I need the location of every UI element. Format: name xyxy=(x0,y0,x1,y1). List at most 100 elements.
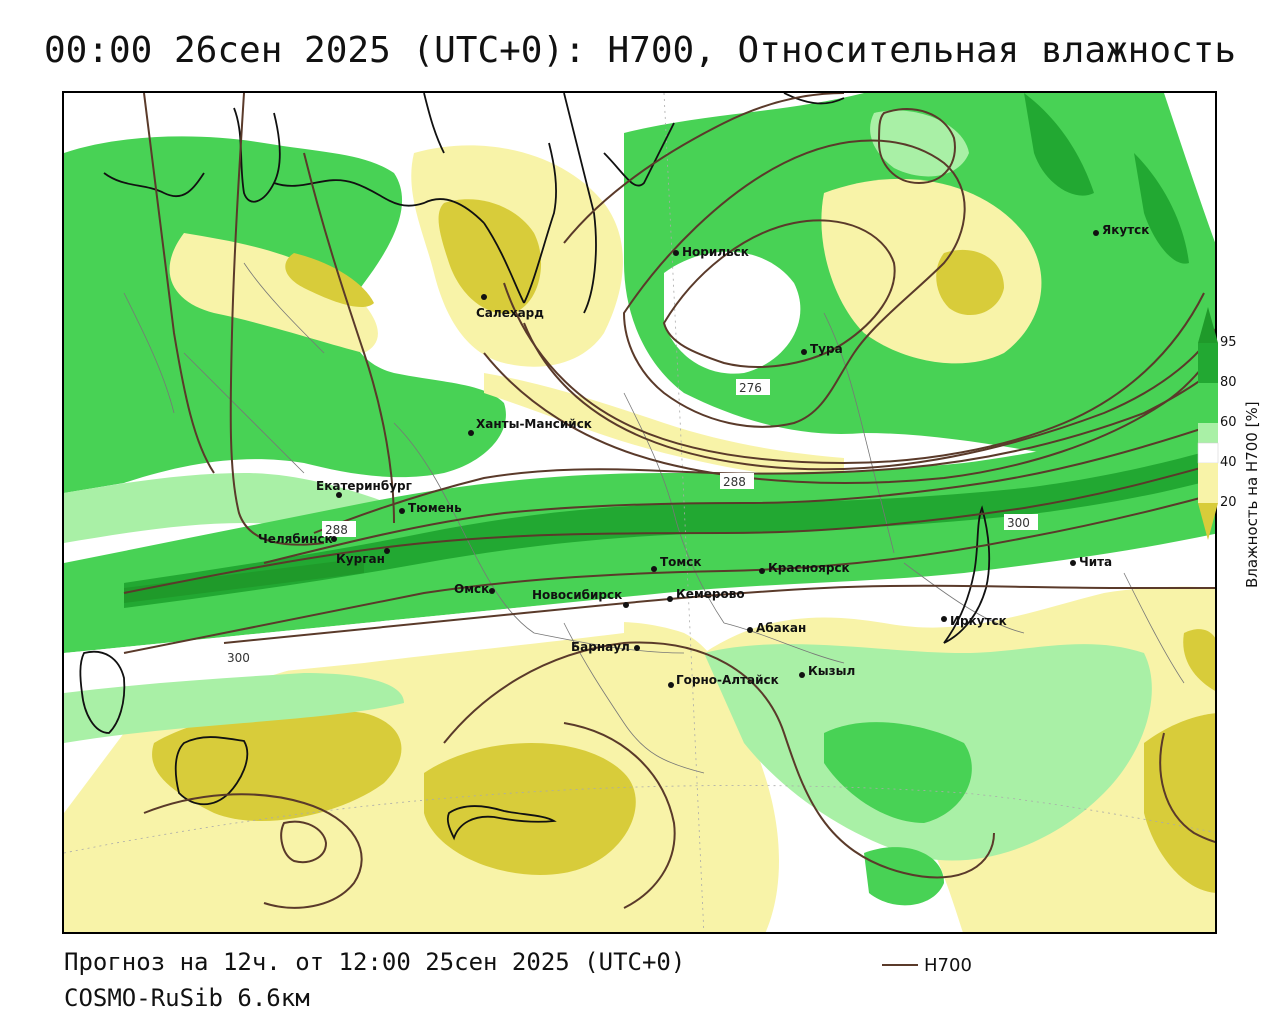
coastline xyxy=(103,172,205,198)
humidity-zone-high xyxy=(864,847,944,906)
legend-label: H700 xyxy=(924,954,972,976)
lake xyxy=(174,736,249,806)
city-label[interactable]: Ханты-Мансийск xyxy=(476,417,592,431)
city-label[interactable]: Горно-Алтайск xyxy=(676,673,779,687)
colorbar-top-arrow xyxy=(1198,307,1218,343)
region-border xyxy=(183,352,305,474)
city-label[interactable]: Красноярск xyxy=(768,561,850,575)
city-dot[interactable] xyxy=(336,492,342,498)
city-dot[interactable] xyxy=(634,645,640,651)
humidity-zone-mid xyxy=(870,110,969,177)
isohypse xyxy=(563,93,845,244)
isohypse xyxy=(143,793,363,909)
city-dot[interactable] xyxy=(747,627,753,633)
region-border xyxy=(243,262,325,354)
isohypse-label-box xyxy=(322,521,356,537)
isohypse-label-288: 288 xyxy=(325,523,348,537)
borders xyxy=(64,93,1215,932)
city-dot[interactable] xyxy=(1093,230,1099,236)
isohypse xyxy=(280,820,328,863)
humidity-zone-low xyxy=(821,178,1042,364)
legend-h700: H700 xyxy=(882,954,972,976)
city-dot[interactable] xyxy=(667,596,673,602)
city-label[interactable]: Норильск xyxy=(682,245,749,259)
isohypse-label-box xyxy=(736,379,770,395)
colorbar-band-80-95 xyxy=(1198,343,1218,383)
city-dot[interactable] xyxy=(1070,560,1076,566)
city-label[interactable]: Салехард xyxy=(476,306,544,320)
city-label[interactable]: Екатеринбург xyxy=(316,479,412,493)
isohypse-label-box xyxy=(720,473,754,489)
region-border xyxy=(533,632,685,654)
city-label[interactable]: Чита xyxy=(1079,555,1112,569)
region-border xyxy=(563,622,705,774)
humidity-zone-very-low xyxy=(936,249,1004,316)
isohypse xyxy=(1159,732,1215,843)
city-dot[interactable] xyxy=(331,536,337,542)
colorbar-bottom-arrow xyxy=(1198,503,1218,540)
humidity-zone-max xyxy=(1134,153,1189,264)
city-label[interactable]: Новосибирск xyxy=(532,588,622,602)
region-border xyxy=(393,422,535,634)
city-label[interactable]: Кызыл xyxy=(808,664,855,678)
city-dot[interactable] xyxy=(623,602,629,608)
coastline xyxy=(523,142,557,304)
region-border xyxy=(123,292,175,414)
city-dot[interactable] xyxy=(481,294,487,300)
map-title: 00:00 26сен 2025 (UTC+0): H700, Относите… xyxy=(43,30,1237,71)
city-dot[interactable] xyxy=(468,430,474,436)
city-label[interactable]: Якутск xyxy=(1102,223,1149,237)
city-dot[interactable] xyxy=(759,568,765,574)
isohypse-label-276: 276 xyxy=(739,381,762,395)
colorbar-band-20-40 xyxy=(1198,463,1218,503)
colorbar-tick-80: 80 xyxy=(1220,375,1237,390)
colorbar-tick-20: 20 xyxy=(1220,495,1237,510)
city-dot[interactable] xyxy=(801,349,807,355)
city-label[interactable]: Томск xyxy=(660,555,702,569)
h700-isohypses xyxy=(123,93,1215,909)
coastline xyxy=(603,122,675,187)
humidity-zone-very-low xyxy=(285,253,374,308)
city-label[interactable]: Тюмень xyxy=(408,501,462,515)
city-label[interactable]: Тура xyxy=(810,342,843,356)
humidity-zone-high xyxy=(824,722,972,823)
city-label[interactable]: Кемерово xyxy=(676,587,745,601)
city-dot[interactable] xyxy=(489,588,495,594)
city-dot[interactable] xyxy=(651,566,657,572)
humidity-zone-dry-white xyxy=(64,598,624,693)
city-dot[interactable] xyxy=(799,672,805,678)
city-label[interactable]: Иркутск xyxy=(950,614,1007,628)
colorbar-tick-40: 40 xyxy=(1220,455,1237,470)
lake-baikal xyxy=(943,505,991,644)
isohypse xyxy=(503,282,1205,465)
city-label[interactable]: Омск xyxy=(454,582,489,596)
map-area[interactable]: 276 288 288 300 300 Норильск Якутск Сале… xyxy=(62,91,1217,934)
colorbar xyxy=(1197,307,1219,540)
isohypse xyxy=(263,423,1215,564)
humidity-zone-very-low xyxy=(1183,629,1215,691)
region-border xyxy=(723,622,845,664)
legend-line-swatch xyxy=(882,964,918,966)
coastlines-lakes xyxy=(79,93,991,841)
coastline xyxy=(423,93,445,154)
city-label[interactable]: Барнаул xyxy=(571,640,630,654)
city-label[interactable]: Курган xyxy=(336,552,385,566)
isohypse xyxy=(443,641,995,879)
humidity-map: 276 288 288 300 300 Норильск Якутск Сале… xyxy=(64,93,1215,932)
isohypse-label-300: 300 xyxy=(227,651,250,665)
city-dot[interactable] xyxy=(941,616,947,622)
city-dot[interactable] xyxy=(668,682,674,688)
city-dot[interactable] xyxy=(399,508,405,514)
city-label[interactable]: Абакан xyxy=(756,621,806,635)
city-dot[interactable] xyxy=(673,250,679,256)
coastline xyxy=(483,222,525,304)
city-label[interactable]: Челябинск xyxy=(258,532,333,546)
isohypse xyxy=(123,463,1215,594)
model-name: COSMO-RuSib 6.6км xyxy=(64,984,310,1012)
region-border xyxy=(1123,572,1185,684)
graticule xyxy=(64,785,1215,854)
colorbar-tick-95: 95 xyxy=(1220,335,1237,350)
city-dot[interactable] xyxy=(384,548,390,554)
lake-west xyxy=(79,650,126,734)
humidity-zone-max xyxy=(124,558,364,603)
